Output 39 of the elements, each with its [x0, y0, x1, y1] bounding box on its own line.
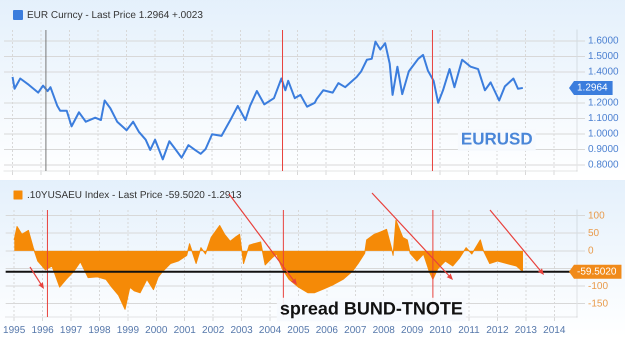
x-tick-label: 2011 — [458, 324, 480, 336]
x-tick-label: 2013 — [514, 324, 538, 336]
annotation: 1.2964 — [577, 82, 608, 94]
y-tick-label: 1.1000 — [588, 113, 620, 124]
x-tick-label: 2001 — [174, 324, 196, 336]
x-tick-label: 2006 — [316, 324, 338, 336]
y-tick-label: -100 — [588, 280, 608, 292]
y-tick-label: -150 — [588, 298, 608, 310]
y-tick-label: 1.6000 — [588, 36, 620, 47]
x-tick-label: 2012 — [486, 324, 509, 336]
annotation: spread BUND-TNOTE — [280, 298, 463, 318]
x-tick-label: 1997 — [60, 324, 83, 336]
x-tick-label: 2002 — [202, 324, 225, 336]
x-tick-label: 2008 — [372, 324, 396, 336]
y-tick-label: 1.2000 — [588, 98, 620, 109]
x-tick-label: 1998 — [88, 324, 112, 336]
y-tick-label: 0.8000 — [588, 160, 620, 171]
x-tick-label: 2003 — [230, 324, 254, 336]
x-tick-label: 2004 — [258, 324, 282, 336]
legend-label: EUR Curncy - Last Price 1.2964 +.0023 — [27, 10, 204, 21]
x-tick-label: 2005 — [287, 324, 310, 336]
x-tick-label: 2009 — [401, 324, 424, 336]
annotation: EURUSD — [460, 130, 533, 149]
y-tick-label: 1.0000 — [588, 128, 620, 140]
x-tick-label: 2010 — [429, 324, 452, 336]
y-tick-label: 0.9000 — [588, 144, 620, 156]
y-tick-label: 100 — [588, 210, 606, 222]
x-tick-label: 1999 — [116, 324, 140, 336]
legend-label: .10YUSAEU Index - Last Price -59.5020 -1.2913 — [27, 190, 242, 201]
y-tick-label: 50 — [588, 228, 600, 239]
y-tick-label: 1.4000 — [588, 66, 620, 78]
x-tick-label: 1995 — [3, 324, 26, 336]
y-tick-label: 1.5000 — [588, 51, 620, 62]
x-tick-label: 2000 — [145, 324, 168, 336]
x-tick-label: 1996 — [31, 324, 54, 336]
x-tick-label: 2014 — [543, 324, 566, 336]
ref-line-label: -59.5020 — [577, 266, 617, 278]
x-tick-label: 2007 — [344, 324, 367, 336]
y-tick-label: 0 — [588, 246, 594, 257]
